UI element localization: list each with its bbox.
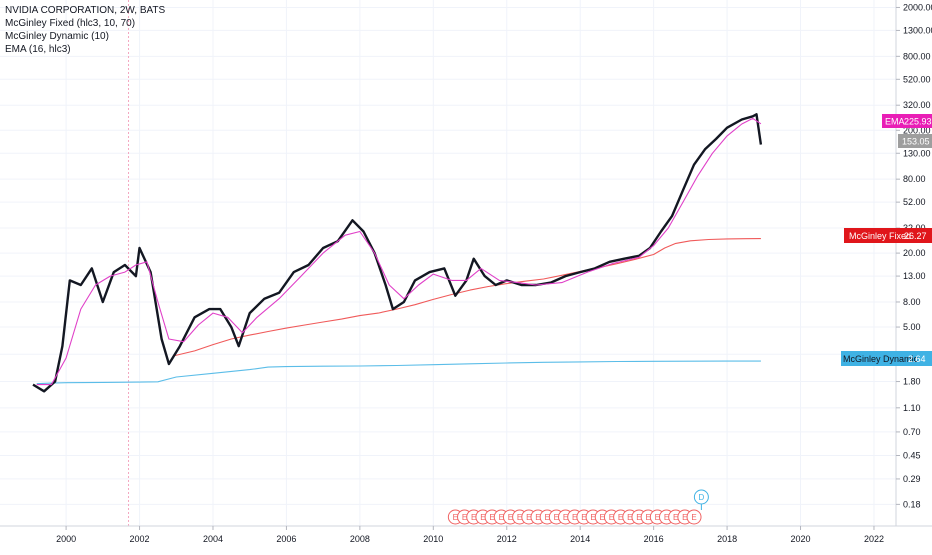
y-tick-label: 130.00 [903, 148, 931, 158]
earnings-marker-letter: E [526, 513, 531, 522]
y-tick-label: 8.00 [903, 297, 921, 307]
mcginley-dynamic-value: 2.64 [908, 354, 926, 364]
x-tick-label: 2016 [644, 534, 664, 544]
ema-badge-label: EMA [885, 117, 905, 127]
earnings-marker-letter: E [664, 513, 669, 522]
earnings-marker-letter: E [618, 513, 623, 522]
y-tick-label: 800.00 [903, 51, 931, 61]
earnings-marker-letter: E [682, 513, 687, 522]
chart-legend: NVIDIA CORPORATION, 2W, BATS McGinley Fi… [5, 4, 165, 56]
dividend-marker-letter: D [698, 493, 704, 502]
mcginley-fixed-label: McGinley Fixed [849, 231, 911, 241]
earnings-marker-letter: E [544, 513, 549, 522]
x-tick-label: 2002 [130, 534, 150, 544]
earnings-marker-letter: E [499, 513, 504, 522]
series-layer [32, 113, 763, 393]
y-tick-label: 1.80 [903, 377, 921, 387]
y-tick-label: 5.00 [903, 322, 921, 332]
earnings-marker-letter: E [554, 513, 559, 522]
earnings-marker-letter: E [691, 513, 696, 522]
y-tick-label: 52.00 [903, 197, 926, 207]
earnings-marker-letter: E [489, 513, 494, 522]
x-tick-label: 2018 [717, 534, 737, 544]
earnings-marker-letter: E [609, 513, 614, 522]
x-tick-label: 2004 [203, 534, 223, 544]
earnings-marker-letter: E [480, 513, 485, 522]
y-tick-label: 1300.00 [903, 25, 932, 35]
earnings-marker-letter: E [508, 513, 513, 522]
mcginley-fixed-line [172, 238, 761, 357]
last-price-badge: 153.05 [898, 134, 932, 148]
x-tick-label: 2010 [423, 534, 443, 544]
last-price-value: 153.05 [902, 137, 930, 147]
earnings-marker-letter: E [590, 513, 595, 522]
grid-lines [0, 0, 896, 526]
y-tick-label: 0.45 [903, 450, 921, 460]
mcginley-dynamic-line [36, 360, 761, 385]
mcginley-fixed-value: 26.27 [904, 231, 927, 241]
y-tick-label: 200.00 [903, 125, 931, 135]
x-tick-label: 2020 [791, 534, 811, 544]
earnings-marker[interactable] [686, 509, 702, 525]
earnings-marker-letter: E [645, 513, 650, 522]
earnings-marker-letter: E [581, 513, 586, 522]
symbol-title[interactable]: NVIDIA CORPORATION, 2W, BATS [5, 5, 166, 16]
earnings-marker-letter: E [600, 513, 605, 522]
x-tick-label: 2008 [350, 534, 370, 544]
y-tick-label: 520.00 [903, 74, 931, 84]
y-tick-label: 0.70 [903, 427, 921, 437]
ema-price-badge: EMA 225.93 [882, 114, 932, 128]
earnings-marker-letter: E [673, 513, 678, 522]
x-tick-label: 2012 [497, 534, 517, 544]
y-tick-label: 13.00 [903, 271, 926, 281]
y-tick-label: 320.00 [903, 100, 931, 110]
earnings-marker-letter: E [636, 513, 641, 522]
indicator-ema[interactable]: EMA (16, hlc3) [5, 44, 71, 55]
ema-badge-value: 225.93 [904, 117, 932, 127]
price-series-line [32, 113, 763, 393]
earnings-marker-letter: E [655, 513, 660, 522]
y-tick-label: 0.29 [903, 474, 921, 484]
earnings-marker-letter: E [627, 513, 632, 522]
time-axis[interactable]: 2000 2002 2004 2006 2008 2010 2012 2014 2016 2018… [56, 526, 884, 544]
x-tick-label: 2000 [56, 534, 76, 544]
x-tick-label: 2022 [864, 534, 884, 544]
price-axis[interactable]: 2000.00 1300.00 800.00 520.00 320.00 200.00 13… [896, 2, 932, 509]
mcginley-dynamic-label: McGinley Dynamic [843, 354, 919, 364]
y-tick-label: 80.00 [903, 174, 926, 184]
earnings-marker-letter: E [471, 513, 476, 522]
y-tick-label: 1.10 [903, 403, 921, 413]
earnings-marker-letter: E [453, 513, 458, 522]
y-tick-label: 0.18 [903, 499, 921, 509]
earnings-marker-letter: E [535, 513, 540, 522]
ema-line [36, 117, 762, 386]
indicator-mcginley-dynamic[interactable]: McGinley Dynamic (10) [5, 31, 109, 42]
earnings-marker-letter: E [517, 513, 522, 522]
earnings-marker-letter: E [572, 513, 577, 522]
y-tick-label: 2000.00 [903, 2, 932, 12]
x-tick-label: 2014 [570, 534, 590, 544]
price-badges: EMA 225.93 153.05 McGinley Fixed 26.27 M… [841, 114, 932, 366]
indicator-mcginley-fixed[interactable]: McGinley Fixed (hlc3, 10, 70) [5, 18, 136, 29]
x-tick-label: 2006 [276, 534, 296, 544]
earnings-marker-letter: E [462, 513, 467, 522]
earnings-marker-letter: E [563, 513, 568, 522]
mcginley-fixed-badge: McGinley Fixed 26.27 [844, 228, 932, 243]
event-markers[interactable]: E E E E E E E E E E E E E E E E E E E E E E E E E E ED [447, 489, 709, 525]
mcginley-dynamic-badge: McGinley Dynamic 2.64 [841, 351, 932, 366]
y-tick-label: 20.00 [903, 248, 926, 258]
